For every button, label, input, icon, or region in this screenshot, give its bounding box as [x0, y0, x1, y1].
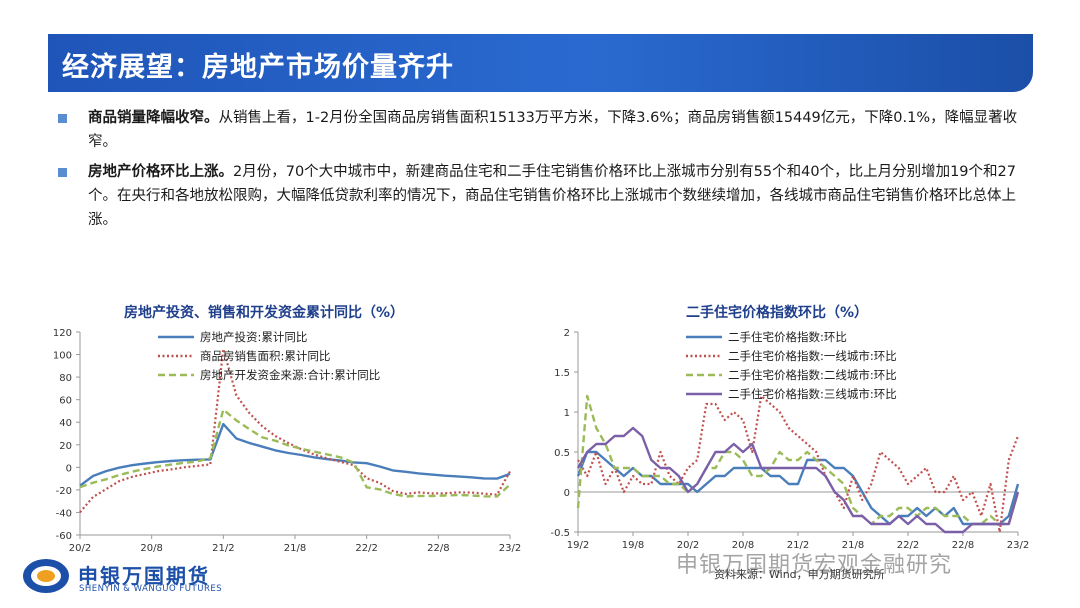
legend-label: 二手住宅价格指数:三线城市:环比 — [728, 387, 897, 401]
chart-investment-sales: -60 -40 -20 0 20 40 60 80 100 120 20/2 20/8 21/2 21/8… — [53, 328, 521, 554]
bullet-sales: 商品销量降幅收窄。从销售上看，1-2月份全国商品房销售面积15133万平方米，下… — [56, 106, 1036, 154]
series-line — [576, 426, 1020, 534]
y-tick-label: 1 — [564, 408, 570, 419]
y-tick-label: 100 — [53, 351, 72, 362]
y-tick-label: 0 — [66, 463, 72, 474]
x-tick-label: 23/2 — [499, 543, 521, 554]
x-tick-label: 22/8 — [427, 543, 449, 554]
y-tick-label: 20 — [59, 441, 72, 452]
y-tick-label: 0.5 — [554, 448, 570, 459]
y-tick-label: -60 — [56, 531, 72, 542]
bullet-list: 商品销量降幅收窄。从销售上看，1-2月份全国商品房销售面积15133万平方米，下… — [56, 106, 1036, 238]
x-tick-label: 22/8 — [952, 540, 974, 551]
legend-label: 二手住宅价格指数:二线城市:环比 — [728, 368, 897, 382]
y-tick-label: 120 — [53, 328, 72, 339]
y-tick-label: 80 — [59, 373, 72, 384]
series-line — [79, 422, 511, 487]
logo-subtitle: SHENYIN & WANGUO FUTURES — [79, 584, 223, 594]
x-tick-label: 19/2 — [567, 540, 589, 551]
y-tick-label: 0 — [564, 488, 570, 499]
legend-label: 二手住宅价格指数:一线城市:环比 — [728, 349, 897, 363]
y-tick-label: 1.5 — [554, 368, 570, 379]
y-tick-label: 60 — [59, 396, 72, 407]
page-title: 经济展望：房地产市场价量齐升 — [62, 52, 454, 83]
x-tick-label: 23/2 — [1007, 540, 1029, 551]
chart-resale-price-index: -0.5 0 0.5 1 1.5 2 19/2 19/8 20/2 20/8 21/2 21/8 22/… — [550, 328, 1029, 551]
bullet-marker-icon — [58, 114, 67, 123]
y-tick-label: -20 — [56, 486, 72, 497]
legend-label: 房地产投资:累计同比 — [200, 330, 307, 344]
x-tick-label: 21/8 — [842, 540, 864, 551]
bullet-text: 从销售上看，1-2月份全国商品房销售面积15133万平方米，下降3.6%；商品房… — [88, 110, 1018, 150]
x-tick-label: 21/8 — [284, 543, 306, 554]
bullet-marker-icon — [58, 168, 67, 177]
y-tick-label: 2 — [564, 328, 570, 339]
x-tick-label: 20/8 — [140, 543, 162, 554]
x-tick-label: 20/8 — [732, 540, 754, 551]
data-source-note: 资料来源：Wind，申万期货研究所 — [714, 568, 885, 581]
company-logo: 申银万国期货 SHENYIN & WANGUO FUTURES — [22, 556, 232, 600]
page-header: 经济展望：房地产市场价量齐升 — [48, 34, 1033, 92]
series-line — [577, 394, 1020, 534]
x-tick-label: 20/2 — [69, 543, 91, 554]
x-tick-label: 20/2 — [677, 540, 699, 551]
bullet-text: 2月份，70个大中城市中，新建商品住宅和二手住宅销售价格环比上涨城市分别有55个… — [88, 164, 1016, 228]
chart1-title: 房地产投资、销售和开发资金累计同比（%） — [124, 305, 405, 321]
chart2-title: 二手住宅价格指数环比（%） — [686, 305, 869, 321]
legend-label: 房地产开发资金来源:合计:累计同比 — [200, 368, 380, 382]
series-line — [79, 408, 511, 498]
x-tick-label: 21/2 — [212, 543, 234, 554]
legend-label: 二手住宅价格指数:环比 — [728, 330, 847, 344]
series-line — [576, 450, 1020, 526]
x-tick-label: 22/2 — [897, 540, 919, 551]
logo-mark-icon — [23, 559, 69, 593]
y-tick-label: 40 — [59, 418, 72, 429]
x-tick-label: 22/2 — [355, 543, 377, 554]
y-tick-label: -40 — [56, 508, 72, 519]
x-tick-label: 19/8 — [622, 540, 644, 551]
x-tick-label: 21/2 — [787, 540, 809, 551]
logo-name: 申银万国期货 — [78, 564, 210, 588]
legend-label: 商品房销售面积:累计同比 — [200, 349, 330, 363]
y-tick-label: -0.5 — [550, 528, 570, 539]
bullet-prices: 房地产价格环比上涨。2月份，70个大中城市中，新建商品住宅和二手住宅销售价格环比… — [56, 160, 1036, 232]
bullet-heading: 商品销量降幅收窄。 — [88, 110, 219, 126]
wechat-watermark: 申银万国期货宏观金融研究 — [676, 553, 953, 578]
bullet-heading: 房地产价格环比上涨。 — [88, 164, 233, 180]
series-line — [576, 394, 1020, 526]
